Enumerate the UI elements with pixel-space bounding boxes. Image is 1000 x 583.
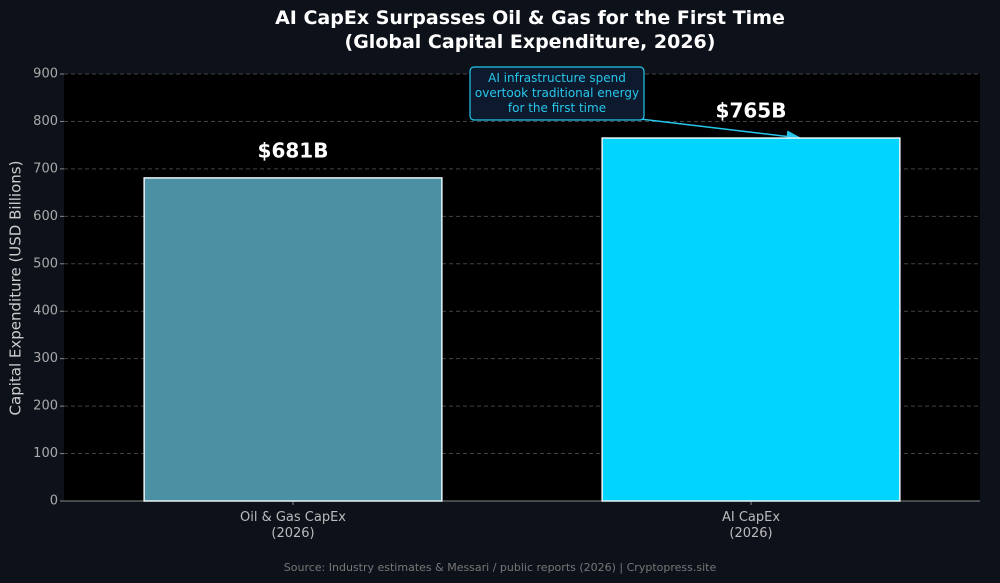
x-tick-label: Oil & Gas CapEx (2026) — [240, 510, 346, 541]
value-label: $765B — [716, 99, 787, 123]
y-tick-label: 0 — [50, 494, 58, 509]
bar — [143, 177, 443, 502]
source-note: Source: Industry estimates & Messari / p… — [284, 561, 717, 574]
annotation: AI infrastructure spend overtook traditio… — [475, 71, 639, 115]
chart-title: AI CapEx Surpasses Oil & Gas for the Fir… — [275, 7, 785, 53]
y-tick-label: 200 — [33, 399, 58, 414]
bar — [601, 137, 901, 502]
y-tick-label: 700 — [33, 161, 58, 176]
y-tick-label: 600 — [33, 209, 58, 224]
value-label: $681B — [258, 138, 329, 162]
y-tick-label: 100 — [33, 446, 58, 461]
y-tick-label: 800 — [33, 114, 58, 129]
y-tick-label: 500 — [33, 256, 58, 271]
y-tick-label: 400 — [33, 304, 58, 319]
y-tick-label: 300 — [33, 351, 58, 366]
y-tick-label: 900 — [33, 67, 58, 82]
annotation-arrow — [639, 118, 802, 143]
x-tick-label: AI CapEx (2026) — [722, 510, 780, 541]
y-axis-label: Capital Expenditure (USD Billions) — [7, 161, 25, 416]
annotation-box — [469, 66, 645, 121]
